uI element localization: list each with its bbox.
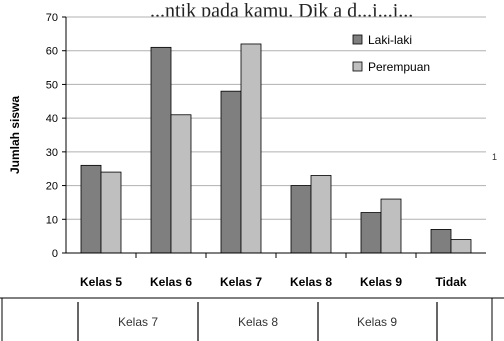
y-tick-label-20: 20	[46, 181, 58, 193]
y-tick-label-30: 30	[46, 147, 58, 159]
bar-laki-laki-kelas-6	[150, 46, 172, 254]
bar-perempuan-kelas-8	[310, 175, 332, 254]
legend: Laki-laki Perempuan	[352, 33, 430, 74]
bars	[80, 43, 472, 254]
y-tick-label-60: 60	[46, 46, 58, 58]
bar-perempuan-kelas-6	[170, 114, 192, 254]
table-cell-kelas-7: Kelas 7	[118, 315, 158, 329]
y-tick-label-50: 50	[46, 79, 58, 91]
table-fragment: Kelas 7 Kelas 8 Kelas 9	[0, 297, 504, 341]
x-tick-labels: Kelas 5 Kelas 6 Kelas 7 Kelas 8 Kelas 9 Tidak	[80, 253, 467, 289]
x-tick-label-kelas-8: Kelas 8	[290, 275, 332, 289]
x-tick-label-kelas-5: Kelas 5	[80, 275, 122, 289]
bar-perempuan-kelas-9	[380, 198, 402, 254]
bar-laki-laki-kelas-7	[220, 90, 242, 254]
x-tick-label-kelas-6: Kelas 6	[150, 275, 192, 289]
legend-label-perempuan: Perempuan	[368, 60, 430, 74]
side-mark: 1	[492, 152, 497, 162]
bar-laki-laki-kelas-5	[80, 164, 102, 254]
y-tick-label-70: 70	[46, 12, 58, 24]
y-tick-label-0: 0	[52, 248, 58, 260]
y-axis-label: Jumlah siswa	[8, 96, 22, 174]
plot-area	[66, 17, 486, 253]
x-tick-label-kelas-9: Kelas 9	[360, 275, 402, 289]
bar-perempuan-kelas-5	[100, 171, 122, 254]
bar-laki-laki-kelas-9	[360, 212, 382, 254]
y-tick-labels: 0 10 20 30 40 50 60 70	[46, 12, 66, 260]
legend-swatch-laki-laki	[352, 34, 363, 45]
grid-lines	[66, 16, 486, 220]
legend-label-laki-laki: Laki-laki	[368, 33, 412, 47]
bar-perempuan-tidak	[450, 239, 472, 254]
bar-laki-laki-tidak	[430, 228, 452, 254]
x-tick-label-kelas-7: Kelas 7	[220, 275, 262, 289]
table-cell-kelas-8: Kelas 8	[238, 315, 278, 329]
bar-laki-laki-kelas-8	[290, 185, 312, 254]
table-cell-kelas-9: Kelas 9	[357, 315, 397, 329]
legend-swatch-perempuan	[352, 61, 363, 72]
y-tick-label-10: 10	[46, 214, 58, 226]
bar-perempuan-kelas-7	[240, 43, 262, 254]
y-tick-label-40: 40	[46, 113, 58, 125]
x-tick-label-tidak: Tidak	[435, 275, 466, 289]
